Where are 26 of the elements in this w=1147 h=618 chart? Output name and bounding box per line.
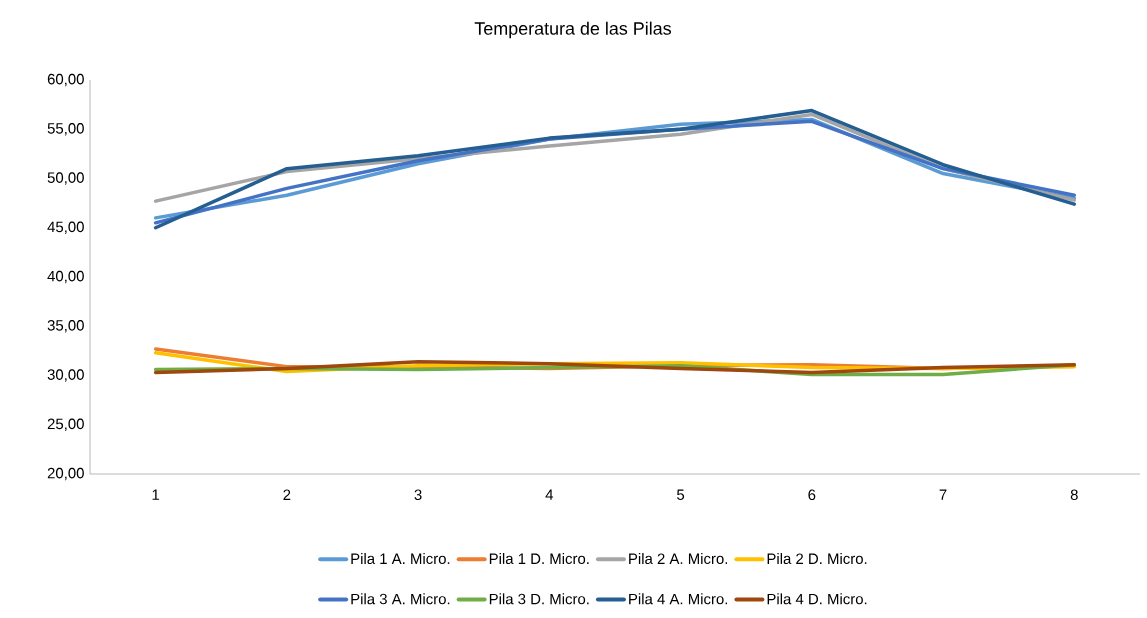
y-tick-label: 60,00 [47, 73, 84, 87]
x-tick-label: 2 [283, 489, 291, 500]
y-tick-label: 45,00 [47, 221, 84, 234]
y-tick-label: 55,00 [47, 123, 84, 136]
legend-label: Pila 3 A. Micro. [351, 593, 450, 605]
x-tick-label: 4 [545, 489, 554, 500]
x-tick-label: 6 [808, 489, 816, 501]
legend-label: Pila 2 A. Micro. [629, 553, 728, 565]
y-tick-label: 25,00 [47, 418, 84, 431]
legend-label: Pila 2 D. Micro. [767, 553, 867, 565]
y-tick-label: 30,00 [47, 369, 84, 382]
x-tick-label: 7 [939, 489, 947, 500]
x-tick-label: 3 [414, 489, 422, 501]
y-tick-label: 50,00 [47, 172, 84, 185]
legend-label: Pila 1 A. Micro. [351, 553, 450, 565]
legend-label: Pila 4 D. Micro. [767, 593, 867, 605]
y-tick-label: 35,00 [47, 320, 84, 333]
legend-label: Pila 3 D. Micro. [489, 593, 589, 605]
y-tick-label: 20,00 [47, 467, 84, 481]
chart-title: Temperatura de las Pilas [474, 21, 671, 39]
x-tick-label: 5 [677, 489, 685, 500]
y-tick-label: 40,00 [47, 270, 84, 284]
x-tick-label: 8 [1070, 489, 1078, 501]
x-tick-label: 1 [152, 489, 160, 500]
legend-label: Pila 1 D. Micro. [489, 553, 589, 565]
legend-label: Pila 4 A. Micro. [629, 593, 728, 605]
